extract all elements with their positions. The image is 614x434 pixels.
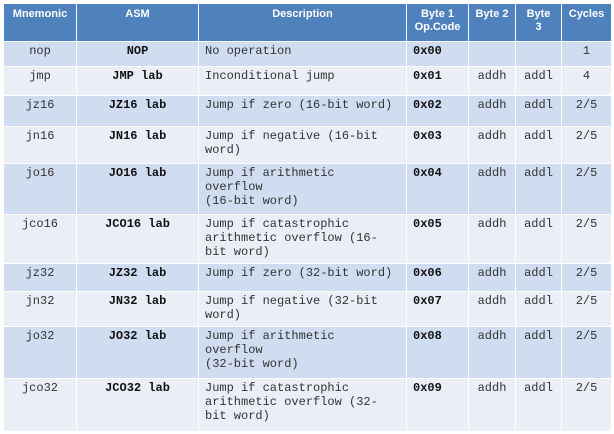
table-cell: jmp bbox=[3, 66, 77, 96]
table-cell: 2/5 bbox=[561, 95, 612, 127]
header-cell: Byte 1 Op.Code bbox=[406, 3, 469, 42]
table-cell: 0x06 bbox=[406, 263, 469, 292]
table-cell: Jump if catastrophic arithmetic overflow… bbox=[198, 214, 407, 264]
header-cell: Mnemonic bbox=[3, 3, 77, 42]
table-cell: nop bbox=[3, 41, 77, 67]
table-cell: NOP bbox=[76, 41, 199, 67]
table-cell: addh bbox=[468, 326, 516, 379]
table-cell: JZ32 lab bbox=[76, 263, 199, 292]
table-cell: jo16 bbox=[3, 163, 77, 215]
table-row: jo16 JO16 lab Jump if arithmetic overflow … bbox=[3, 163, 612, 215]
opcode-table: Mnemonic ASM Description Byte 1 Op.Code Byte… bbox=[3, 3, 612, 432]
table-cell: JO32 lab bbox=[76, 326, 199, 379]
table-cell: JZ16 lab bbox=[76, 95, 199, 127]
table-cell: 2/5 bbox=[561, 378, 612, 432]
table-cell: addh bbox=[468, 214, 516, 264]
table-row: jo32 JO32 lab Jump if arithmetic overflow … bbox=[3, 326, 612, 379]
table-cell: addl bbox=[515, 291, 562, 327]
table-cell: 2/5 bbox=[561, 214, 612, 264]
table-cell: addh bbox=[468, 378, 516, 432]
table-cell: 0x05 bbox=[406, 214, 469, 264]
table-cell: jz16 bbox=[3, 95, 77, 127]
table-cell: addl bbox=[515, 214, 562, 264]
table-row: jz16 JZ16 lab Jump if zero (16-bit word) 0x… bbox=[3, 95, 612, 127]
table-cell: JO16 lab bbox=[76, 163, 199, 215]
table-cell: jn16 bbox=[3, 126, 77, 164]
table-cell: Jump if negative (16-bit word) bbox=[198, 126, 407, 164]
table-cell: 1 bbox=[561, 41, 612, 67]
table-cell: addh bbox=[468, 66, 516, 96]
table-cell: Jump if zero (16-bit word) bbox=[198, 95, 407, 127]
table-cell: JN32 lab bbox=[76, 291, 199, 327]
table-cell: Inconditional jump bbox=[198, 66, 407, 96]
table-row: jn16 JN16 lab Jump if negative (16-bit wor… bbox=[3, 126, 612, 164]
table-cell: JMP lab bbox=[76, 66, 199, 96]
table-cell: addl bbox=[515, 163, 562, 215]
table-cell: 2/5 bbox=[561, 291, 612, 327]
table-cell: Jump if arithmetic overflow (16-bit word… bbox=[198, 163, 407, 215]
table-row: nop NOP No operation 0x00 1 bbox=[3, 41, 612, 67]
table-cell: addh bbox=[468, 95, 516, 127]
header-cell: Description bbox=[198, 3, 407, 42]
header-cell: ASM bbox=[76, 3, 199, 42]
table-cell: 2/5 bbox=[561, 326, 612, 379]
table-cell: addh bbox=[468, 126, 516, 164]
table-cell: 0x04 bbox=[406, 163, 469, 215]
header-cell: Byte 3 bbox=[515, 3, 562, 42]
table-row: jz32 JZ32 lab Jump if zero (32-bit word) 0x… bbox=[3, 263, 612, 292]
table-row: jco32 JCO32 lab Jump if catastrophic arith… bbox=[3, 378, 612, 432]
table-cell: jn32 bbox=[3, 291, 77, 327]
table-body: nop NOP No operation 0x00 1 jmp JMP lab Incondi… bbox=[3, 41, 612, 432]
table-cell bbox=[515, 41, 562, 67]
table-cell: addl bbox=[515, 263, 562, 292]
header-cell: Byte 2 bbox=[468, 3, 516, 42]
table-cell: 0x00 bbox=[406, 41, 469, 67]
table-cell: jo32 bbox=[3, 326, 77, 379]
table-cell: 2/5 bbox=[561, 126, 612, 164]
table-row: jn32 JN32 lab Jump if negative (32-bit wor… bbox=[3, 291, 612, 327]
header-cell: Cycles bbox=[561, 3, 612, 42]
table-cell: jz32 bbox=[3, 263, 77, 292]
table-cell: addh bbox=[468, 263, 516, 292]
table-cell: addh bbox=[468, 163, 516, 215]
table-cell: addh bbox=[468, 291, 516, 327]
table-cell: Jump if arithmetic overflow (32-bit word… bbox=[198, 326, 407, 379]
table-cell: Jump if negative (32-bit word) bbox=[198, 291, 407, 327]
table-cell: 2/5 bbox=[561, 263, 612, 292]
table-cell: 4 bbox=[561, 66, 612, 96]
table-cell: 0x01 bbox=[406, 66, 469, 96]
table-cell: addl bbox=[515, 95, 562, 127]
table-cell: jco32 bbox=[3, 378, 77, 432]
table-cell: Jump if catastrophic arithmetic overflow… bbox=[198, 378, 407, 432]
table-cell: 0x08 bbox=[406, 326, 469, 379]
table-cell: 2/5 bbox=[561, 163, 612, 215]
table-cell: addl bbox=[515, 126, 562, 164]
table-cell: jco16 bbox=[3, 214, 77, 264]
table-cell: 0x02 bbox=[406, 95, 469, 127]
table-cell: 0x09 bbox=[406, 378, 469, 432]
table-cell: JCO32 lab bbox=[76, 378, 199, 432]
table-row: jco16 JCO16 lab Jump if catastrophic arith… bbox=[3, 214, 612, 264]
table-row: jmp JMP lab Inconditional jump 0x01 addh addl… bbox=[3, 66, 612, 96]
table-cell: Jump if zero (32-bit word) bbox=[198, 263, 407, 292]
table-cell: addl bbox=[515, 326, 562, 379]
table-cell: 0x07 bbox=[406, 291, 469, 327]
table-cell bbox=[468, 41, 516, 67]
table-cell: No operation bbox=[198, 41, 407, 67]
table-cell: addl bbox=[515, 66, 562, 96]
table-cell: JN16 lab bbox=[76, 126, 199, 164]
table-cell: 0x03 bbox=[406, 126, 469, 164]
table-cell: addl bbox=[515, 378, 562, 432]
table-cell: JCO16 lab bbox=[76, 214, 199, 264]
header-row: Mnemonic ASM Description Byte 1 Op.Code Byte… bbox=[3, 3, 612, 42]
